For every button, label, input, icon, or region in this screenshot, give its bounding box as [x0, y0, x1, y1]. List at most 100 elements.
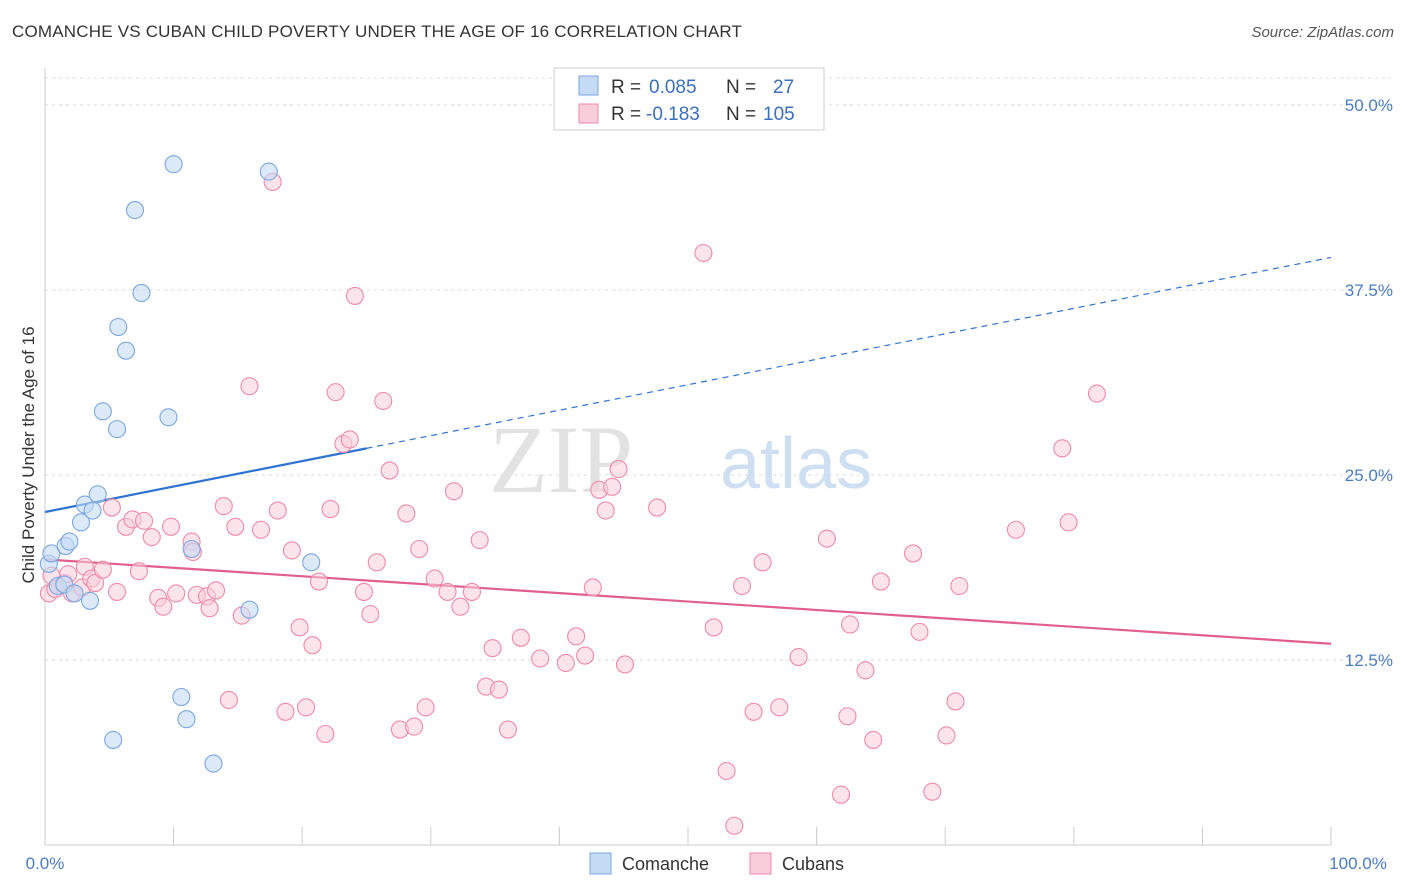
y-tick-label: 50.0%: [1345, 96, 1393, 115]
x-tick-label-max: 100.0%: [1329, 854, 1387, 873]
comanche-point: [107, 420, 127, 439]
cubans-point: [416, 698, 435, 717]
cubans-point: [489, 680, 509, 699]
cubans-point: [583, 578, 602, 597]
cubans-point: [648, 498, 667, 517]
bottom-legend: Comanche Cubans: [589, 852, 844, 875]
cubans-point: [615, 655, 635, 674]
cubans-point: [531, 649, 550, 668]
cubans-point: [694, 243, 713, 263]
cubans-point: [102, 498, 121, 517]
legend-swatch-cubans: [578, 103, 599, 124]
cubans-point: [380, 461, 399, 480]
legend-box: [553, 67, 825, 131]
comanche-points: [39, 155, 321, 773]
cubans-point: [438, 582, 457, 601]
cubans-point: [1053, 439, 1072, 458]
cubans-point: [154, 597, 173, 616]
cubans-point: [303, 636, 322, 655]
bottom-legend-comanche: Comanche: [622, 854, 709, 874]
cubans-point: [167, 584, 186, 603]
cubans-point: [817, 529, 836, 548]
cubans-points: [39, 172, 1106, 835]
cubans-point: [498, 720, 518, 739]
cubans-point: [864, 730, 883, 749]
cubans-point: [451, 597, 470, 616]
cubans-point: [86, 573, 105, 593]
cubans-point: [326, 383, 345, 402]
cubans-point: [206, 581, 226, 600]
cubans-point: [251, 520, 271, 539]
cubans-point: [276, 702, 295, 721]
cubans-point: [309, 572, 328, 591]
legend-r-value-2: -0.183: [646, 104, 700, 125]
cubans-point: [871, 572, 890, 591]
cubans-point: [268, 501, 287, 520]
legend-n-value-1: 27: [773, 77, 794, 98]
comanche-point: [240, 600, 259, 619]
watermark-zip: ZIP: [489, 406, 633, 513]
cubans-point: [937, 726, 956, 745]
cubans-point: [107, 582, 127, 601]
cubans-point: [609, 460, 628, 479]
cubans-point: [1059, 513, 1078, 532]
cubans-trend-line: [44, 558, 1332, 645]
comanche-point: [93, 402, 112, 421]
comanche-point: [80, 591, 100, 610]
cubans-point: [367, 553, 386, 572]
cubans-point: [603, 477, 622, 496]
x-axis-ticks: [44, 827, 1332, 845]
cubans-point: [282, 541, 301, 560]
cubans-point: [831, 785, 851, 804]
legend-swatch-comanche: [578, 75, 599, 96]
legend-r-value-1: 0.085: [649, 77, 697, 98]
cubans-point: [753, 553, 772, 572]
comanche-point: [88, 485, 107, 504]
cubans-point: [93, 560, 112, 579]
cubans-point: [316, 724, 335, 744]
cubans-point: [214, 497, 233, 516]
cubans-point: [321, 499, 340, 519]
cubans-point: [354, 582, 373, 601]
cubans-point: [219, 690, 238, 710]
cubans-point: [567, 627, 586, 646]
comanche-point: [159, 408, 178, 427]
y-tick-label: 12.5%: [1345, 651, 1393, 670]
cubans-point: [397, 504, 416, 523]
cubans-point: [142, 528, 161, 547]
cubans-point: [340, 430, 359, 449]
cubans-point: [200, 599, 219, 618]
legend-n-label-1: N =: [726, 77, 756, 98]
bottom-legend-swatch-cubans: [749, 852, 772, 875]
cubans-point: [240, 377, 259, 396]
comanche-point: [109, 317, 128, 337]
legend-n-value-2: 105: [763, 104, 795, 125]
cubans-point: [856, 661, 875, 680]
cubans-point: [374, 391, 393, 411]
cubans-point: [425, 569, 444, 588]
legend-r-label-1: R =: [611, 77, 641, 98]
comanche-point: [71, 513, 91, 532]
cubans-point: [470, 531, 489, 550]
comanche-point: [104, 730, 123, 749]
cubans-point: [950, 576, 969, 596]
cubans-point: [161, 517, 181, 536]
watermark-atlas: atlas: [720, 424, 872, 504]
cubans-point: [946, 692, 965, 711]
y-tick-label: 25.0%: [1345, 466, 1393, 485]
cubans-point: [717, 761, 736, 781]
cubans-point: [704, 618, 723, 637]
cubans-point: [910, 622, 929, 641]
cubans-point: [725, 816, 744, 835]
comanche-point: [259, 162, 278, 181]
comanche-point: [116, 341, 136, 360]
comanche-point: [204, 754, 223, 773]
comanche-point: [182, 539, 201, 559]
comanche-point: [42, 544, 61, 563]
cubans-point: [290, 618, 309, 637]
cubans-point: [744, 702, 763, 721]
cubans-point: [297, 698, 316, 717]
cubans-point: [903, 544, 923, 563]
x-tick-label-min: 0.0%: [26, 854, 65, 873]
